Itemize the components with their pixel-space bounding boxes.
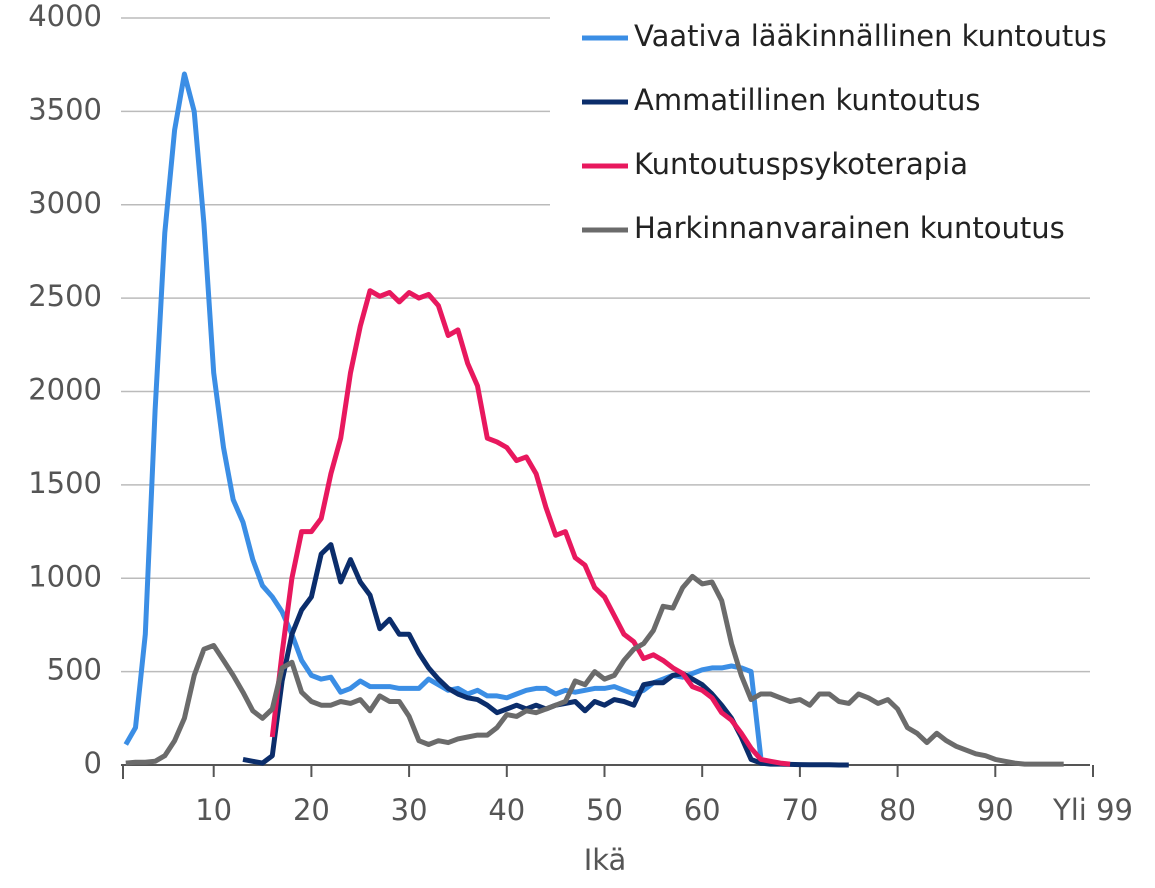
legend-label: Ammatillinen kuntoutus: [634, 83, 981, 117]
y-tick-label: 2500: [28, 279, 102, 313]
y-tick-label: 4000: [28, 0, 102, 33]
x-tick-label: 70: [781, 793, 818, 827]
legend-label: Vaativa lääkinnällinen kuntoutus: [634, 19, 1107, 53]
series-line: [269, 288, 791, 767]
legend-label: Kuntoutuspsykoterapia: [634, 147, 968, 181]
x-tick-label: 60: [684, 793, 721, 827]
x-axis-label: Ikä: [584, 843, 627, 877]
series-line: [125, 573, 1064, 767]
y-tick-label: 3000: [28, 186, 102, 220]
y-tick-label: 1500: [28, 466, 102, 500]
legend-label: Harkinnanvarainen kuntoutus: [634, 211, 1065, 245]
y-tick-label: 0: [84, 746, 102, 780]
x-tick-label: 10: [195, 793, 232, 827]
x-tick-label: 20: [293, 793, 330, 827]
y-tick-label: 1000: [28, 559, 102, 593]
y-tick-label: 500: [47, 653, 102, 687]
x-tick-label: 90: [977, 793, 1014, 827]
y-tick-label: 3500: [28, 92, 102, 126]
x-tick-label: Yli 99: [1052, 793, 1133, 827]
x-tick-label: 50: [586, 793, 623, 827]
x-tick-label: 40: [488, 793, 525, 827]
x-tick-label: 30: [391, 793, 428, 827]
x-tick-label: 80: [879, 793, 916, 827]
y-tick-label: 2000: [28, 373, 102, 407]
